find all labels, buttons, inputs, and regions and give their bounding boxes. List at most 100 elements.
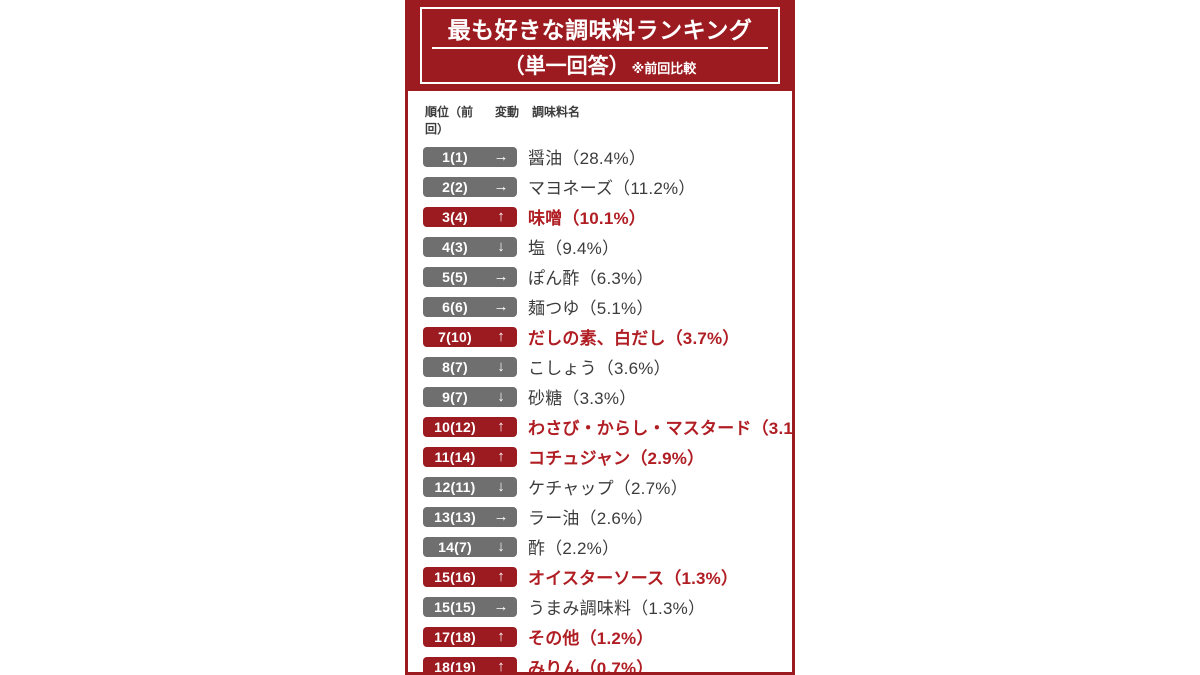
seasoning-label: うまみ調味料（1.3%）	[528, 599, 706, 618]
rank-badge: 3(4) ↑	[423, 206, 517, 227]
rank-label: 17(18)	[434, 628, 476, 645]
rank-badge: 2(2) →	[423, 176, 517, 197]
seasoning-label: マヨネーズ（11.2%）	[528, 179, 696, 198]
column-header: 順位（前回） 変動 調味料名	[425, 103, 778, 137]
ranking-row: 12(11) ↓ ケチャップ（2.7%）	[423, 474, 778, 499]
page-subtitle: （単一回答）	[503, 55, 630, 79]
page-title: 最も好きな調味料ランキング	[447, 16, 753, 43]
rank-badge: 18(19) ↑	[423, 656, 517, 675]
rank-label: 6(6)	[442, 298, 468, 315]
seasoning-label: その他（1.2%）	[528, 629, 654, 648]
ranking-row: 10(12) ↑ わさび・からし・マスタード（3.1%）	[423, 414, 792, 439]
seasoning-label: ぽん酢（6.3%）	[528, 269, 654, 288]
ranking-row: 6(6) → 麺つゆ（5.1%）	[423, 294, 778, 319]
rank-badge: 15(15) →	[423, 596, 517, 617]
rank-badge: 11(14) ↑	[423, 446, 517, 467]
rank-label: 9(7)	[442, 388, 468, 405]
change-arrow-icon: ↑	[497, 418, 505, 435]
rank-label: 18(19)	[434, 658, 476, 675]
ranking-row: 13(13) → ラー油（2.6%）	[423, 504, 778, 529]
ranking-row: 7(10) ↑ だしの素、白だし（3.7%）	[423, 324, 778, 349]
seasoning-label: コチュジャン（2.9%）	[528, 449, 705, 468]
rank-label: 13(13)	[434, 508, 476, 525]
change-arrow-icon: ↓	[497, 478, 505, 495]
ranking-row: 5(5) → ぽん酢（6.3%）	[423, 264, 778, 289]
change-arrow-icon: ↑	[497, 628, 505, 645]
ranking-row: 15(16) ↑ オイスターソース（1.3%）	[423, 564, 778, 589]
rank-label: 11(14)	[434, 448, 476, 465]
ranking-list: 1(1) → 醤油（28.4%） 2(2) → マヨネーズ（11.2%） 3(4…	[423, 144, 792, 675]
rank-badge: 15(16) ↑	[423, 566, 517, 587]
change-arrow-icon: ↑	[497, 328, 505, 345]
seasoning-label: 麺つゆ（5.1%）	[528, 299, 654, 318]
rank-badge: 8(7) ↓	[423, 356, 517, 377]
seasoning-label: 砂糖（3.3%）	[528, 389, 637, 408]
ranking-row: 18(19) ↑ みりん（0.7%）	[423, 654, 778, 675]
rank-label: 7(10)	[438, 328, 472, 345]
ranking-row: 15(15) → うまみ調味料（1.3%）	[423, 594, 778, 619]
rank-label: 3(4)	[442, 208, 468, 225]
change-arrow-icon: →	[493, 148, 509, 165]
seasoning-label: わさび・からし・マスタード（3.1%）	[528, 419, 794, 438]
rank-badge: 14(7) ↓	[423, 536, 517, 557]
ranking-row: 9(7) ↓ 砂糖（3.3%）	[423, 384, 778, 409]
rank-badge: 5(5) →	[423, 266, 517, 287]
change-arrow-icon: ↓	[497, 388, 505, 405]
seasoning-label: オイスターソース（1.3%）	[528, 569, 739, 588]
change-arrow-icon: ↑	[497, 448, 505, 465]
change-arrow-icon: ↑	[497, 658, 505, 675]
ranking-row: 2(2) → マヨネーズ（11.2%）	[423, 174, 778, 199]
seasoning-label: みりん（0.7%）	[528, 659, 654, 675]
seasoning-label: 醤油（28.4%）	[528, 149, 647, 168]
rank-label: 4(3)	[442, 238, 468, 255]
rank-badge: 17(18) ↑	[423, 626, 517, 647]
rank-badge: 12(11) ↓	[423, 476, 517, 497]
column-header-rank: 順位（前回）	[425, 105, 474, 136]
rank-badge: 13(13) →	[423, 506, 517, 527]
rank-label: 5(5)	[442, 268, 468, 285]
change-arrow-icon: ↓	[497, 238, 505, 255]
rank-label: 1(1)	[442, 148, 468, 165]
seasoning-label: こしょう（3.6%）	[528, 359, 671, 378]
change-arrow-icon: →	[493, 598, 509, 615]
ranking-row: 3(4) ↑ 味噌（10.1%）	[423, 204, 778, 229]
rank-badge: 10(12) ↑	[423, 416, 517, 437]
seasoning-label: ケチャップ（2.7%）	[528, 479, 688, 498]
rank-label: 10(12)	[434, 418, 476, 435]
change-arrow-icon: ↓	[497, 358, 505, 375]
header-divider	[432, 46, 768, 49]
rank-badge: 9(7) ↓	[423, 386, 517, 407]
change-arrow-icon: →	[493, 508, 509, 525]
rank-badge: 7(10) ↑	[423, 326, 517, 347]
seasoning-label: 酢（2.2%）	[528, 539, 620, 558]
change-arrow-icon: →	[493, 268, 509, 285]
ranking-row: 11(14) ↑ コチュジャン（2.9%）	[423, 444, 778, 469]
ranking-header: 最も好きな調味料ランキング （単一回答） ※前回比較	[408, 3, 792, 91]
rank-label: 15(16)	[434, 568, 476, 585]
ranking-row: 14(7) ↓ 酢（2.2%）	[423, 534, 778, 559]
rank-label: 15(15)	[434, 598, 476, 615]
rank-badge: 4(3) ↓	[423, 236, 517, 257]
seasoning-label: ラー油（2.6%）	[528, 509, 654, 528]
ranking-row: 1(1) → 醤油（28.4%）	[423, 144, 778, 169]
subtitle-note: ※前回比較	[631, 60, 697, 76]
ranking-table: 順位（前回） 変動 調味料名 1(1) → 醤油（28.4%） 2(2) → マ…	[408, 91, 792, 675]
change-arrow-icon: ↑	[497, 568, 505, 585]
rank-label: 12(11)	[434, 478, 476, 495]
change-arrow-icon: →	[493, 298, 509, 315]
rank-label: 14(7)	[438, 538, 472, 555]
ranking-row: 4(3) ↓ 塩（9.4%）	[423, 234, 778, 259]
change-arrow-icon: →	[493, 178, 509, 195]
seasoning-label: 味噌（10.1%）	[528, 209, 647, 228]
rank-badge: 1(1) →	[423, 146, 517, 167]
seasoning-label: 塩（9.4%）	[528, 239, 620, 258]
column-header-change: 変動	[494, 105, 519, 119]
ranking-row: 8(7) ↓ こしょう（3.6%）	[423, 354, 778, 379]
rank-badge: 6(6) →	[423, 296, 517, 317]
rank-label: 2(2)	[442, 178, 468, 195]
ranking-row: 17(18) ↑ その他（1.2%）	[423, 624, 778, 649]
column-header-name: 調味料名	[532, 105, 581, 119]
change-arrow-icon: ↓	[497, 538, 505, 555]
header-frame: 最も好きな調味料ランキング （単一回答） ※前回比較	[420, 7, 780, 84]
ranking-panel: 最も好きな調味料ランキング （単一回答） ※前回比較 順位（前回） 変動 調味料…	[405, 0, 795, 675]
